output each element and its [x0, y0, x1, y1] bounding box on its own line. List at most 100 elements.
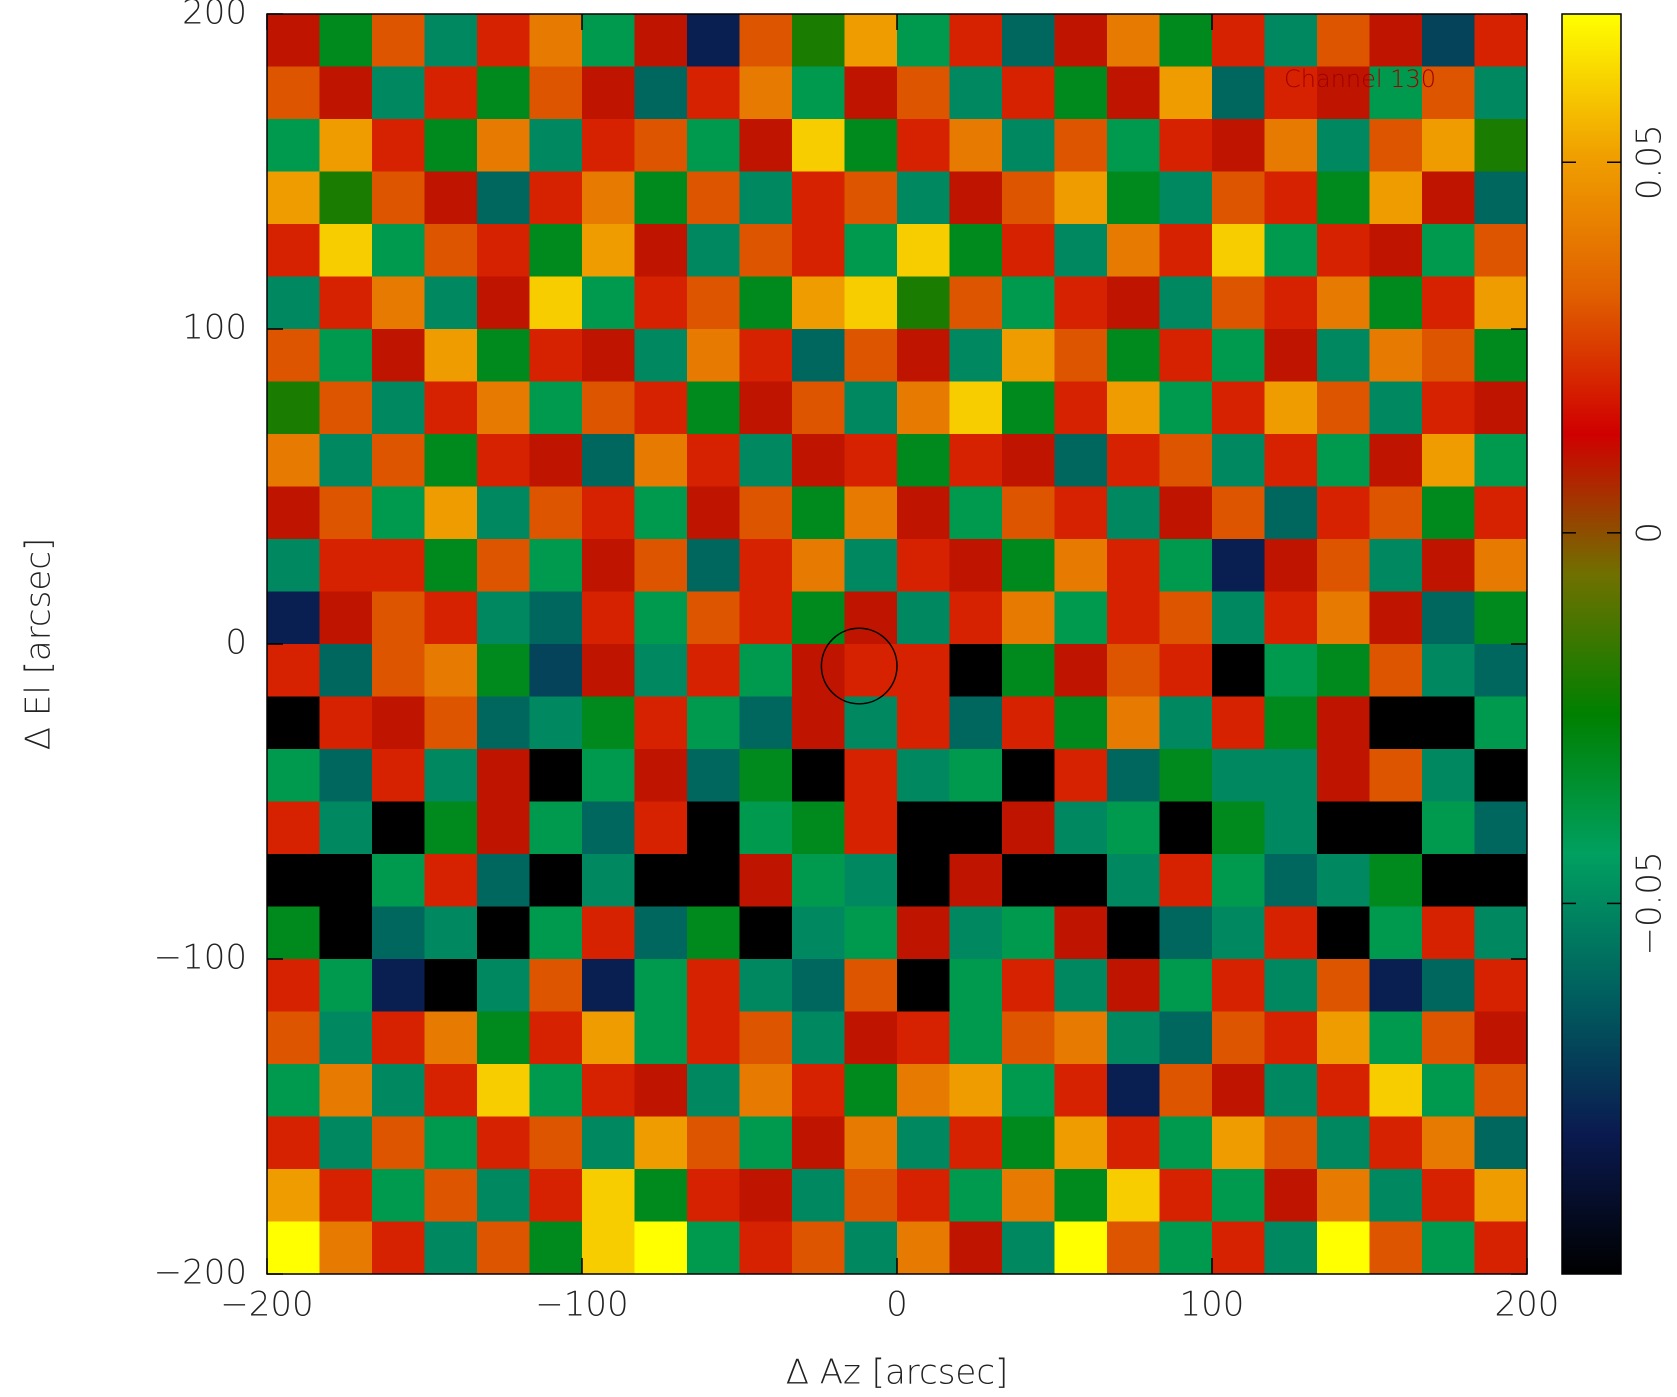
x-tick-label: 0	[886, 1285, 908, 1325]
cell	[634, 1116, 688, 1170]
cell	[1159, 14, 1213, 67]
x-tick-label: −200	[220, 1285, 313, 1325]
cell	[897, 434, 950, 487]
cell	[1002, 171, 1055, 225]
cell	[319, 906, 373, 960]
cell	[1474, 591, 1528, 645]
cell	[739, 66, 793, 120]
cell	[1212, 854, 1265, 907]
cell	[844, 1221, 898, 1275]
cell	[687, 539, 740, 592]
cell	[267, 486, 320, 540]
cell	[634, 224, 688, 277]
cell	[1159, 644, 1213, 697]
cell	[1317, 276, 1370, 330]
colorbar-tick-label: 0.05	[1630, 124, 1670, 200]
cell	[687, 1221, 740, 1275]
cell	[687, 854, 740, 907]
cell	[687, 1064, 740, 1117]
cell	[319, 854, 373, 907]
cell	[1159, 801, 1213, 855]
cell	[1212, 696, 1265, 750]
cell	[1422, 329, 1475, 382]
cell	[477, 591, 530, 645]
cell	[319, 1169, 373, 1222]
cell	[1212, 171, 1265, 225]
cell	[1474, 959, 1528, 1012]
cell	[424, 591, 478, 645]
cell	[1107, 1221, 1160, 1275]
cell	[1369, 644, 1423, 697]
cell	[1264, 276, 1318, 330]
cell	[582, 171, 635, 225]
cell	[739, 171, 793, 225]
cell	[529, 119, 583, 172]
cell	[1107, 906, 1160, 960]
cell	[267, 14, 320, 67]
cell	[477, 906, 530, 960]
cell	[792, 539, 845, 592]
cell	[687, 644, 740, 697]
cell	[1422, 696, 1475, 750]
cell	[424, 329, 478, 382]
cell	[1054, 276, 1108, 330]
cell	[844, 591, 898, 645]
cell	[897, 539, 950, 592]
cell	[634, 434, 688, 487]
cell	[897, 906, 950, 960]
cell	[792, 1011, 845, 1065]
cell	[1107, 224, 1160, 277]
cell	[1054, 854, 1108, 907]
cell	[582, 434, 635, 487]
cell	[1317, 644, 1370, 697]
cell	[1212, 539, 1265, 592]
cell	[1212, 224, 1265, 277]
cell	[634, 854, 688, 907]
cell	[529, 276, 583, 330]
cell	[739, 1221, 793, 1275]
cell	[267, 906, 320, 960]
cell	[1107, 486, 1160, 540]
cell	[739, 644, 793, 697]
cell	[897, 1116, 950, 1170]
cell	[1317, 1169, 1370, 1222]
cell	[1474, 801, 1528, 855]
cell	[739, 1169, 793, 1222]
cell	[792, 381, 845, 435]
cell	[1159, 1169, 1213, 1222]
cell	[634, 486, 688, 540]
cell	[897, 329, 950, 382]
cell	[634, 539, 688, 592]
cell	[949, 696, 1003, 750]
cell	[687, 749, 740, 802]
cell	[529, 171, 583, 225]
cell	[634, 906, 688, 960]
cell	[1054, 959, 1108, 1012]
cell	[1369, 119, 1423, 172]
cell	[1369, 1011, 1423, 1065]
cell	[582, 591, 635, 645]
cell	[582, 119, 635, 172]
cell	[319, 14, 373, 67]
cell	[424, 801, 478, 855]
cell	[739, 539, 793, 592]
cell	[1159, 906, 1213, 960]
y-axis-label: Δ El [arcsec]	[19, 538, 59, 750]
cell	[1054, 591, 1108, 645]
cell	[582, 486, 635, 540]
cell	[739, 486, 793, 540]
cell	[687, 224, 740, 277]
cell	[1212, 1064, 1265, 1117]
annotation: Channel 130	[1284, 65, 1436, 93]
cell	[739, 1064, 793, 1117]
cell	[897, 696, 950, 750]
cell	[1159, 854, 1213, 907]
cell	[1422, 381, 1475, 435]
cell	[1422, 486, 1475, 540]
cell	[1422, 14, 1475, 67]
cell	[844, 644, 898, 697]
cell	[949, 434, 1003, 487]
cell	[1474, 66, 1528, 120]
cell	[424, 434, 478, 487]
cell	[372, 486, 425, 540]
